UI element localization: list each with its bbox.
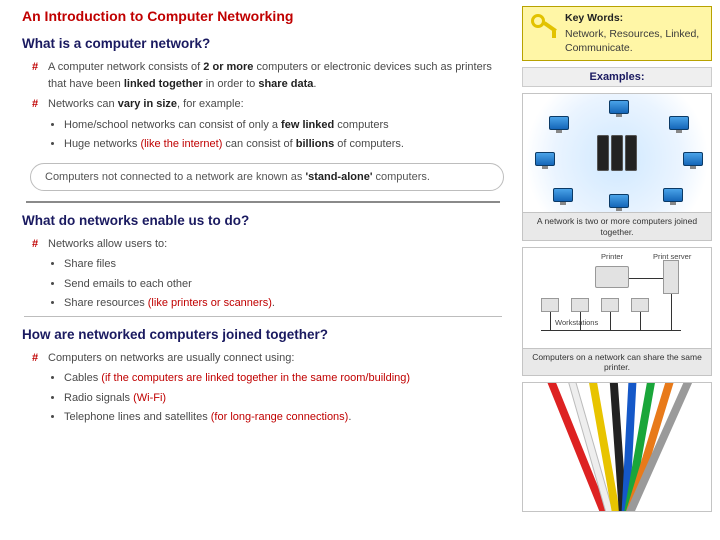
section-heading-1: What is a computer network? <box>22 36 504 51</box>
page-title: An Introduction to Computer Networking <box>22 8 504 24</box>
example-panel-2: Printer Print server Workstations Comput… <box>522 247 712 376</box>
workstations-label: Workstations <box>555 318 598 327</box>
bullet-list: Home/school networks can consist of only… <box>64 117 504 153</box>
monitor-icon <box>609 100 629 114</box>
workstation-icon <box>541 298 559 312</box>
panel-caption: Computers on a network can share the sam… <box>523 348 711 375</box>
monitor-icon <box>609 194 629 208</box>
list-item: Telephone lines and satellites (for long… <box>64 409 504 426</box>
network-ring-diagram <box>523 94 711 212</box>
list-item: Cables (if the computers are linked toge… <box>64 370 504 387</box>
monitor-icon <box>683 152 703 166</box>
callout-box: Computers not connected to a network are… <box>30 163 504 191</box>
bullet-list: Cables (if the computers are linked toge… <box>64 370 504 426</box>
printer-label: Printer <box>601 252 623 261</box>
printer-share-diagram: Printer Print server Workstations <box>523 248 711 348</box>
example-panel-1: A network is two or more computers joine… <box>522 93 712 240</box>
section-heading-2: What do networks enable us to do? <box>22 213 504 228</box>
panel-caption: A network is two or more computers joine… <box>523 212 711 239</box>
workstation-icon <box>601 298 619 312</box>
keywords-list: Network, Resources, Linked, Communicate. <box>565 28 699 54</box>
workstation-icon <box>631 298 649 312</box>
example-panel-3 <box>522 382 712 512</box>
printer-icon <box>595 266 629 288</box>
list-item: Send emails to each other <box>64 276 504 293</box>
hash-line: Networks can vary in size, for example: <box>32 96 504 113</box>
monitor-icon <box>549 116 569 130</box>
cables-image <box>523 383 711 511</box>
list-item: Share resources (like printers or scanne… <box>64 295 504 312</box>
server-icon <box>597 135 637 171</box>
list-item: Home/school networks can consist of only… <box>64 117 504 134</box>
monitor-icon <box>663 188 683 202</box>
hash-line: A computer network consists of 2 or more… <box>32 59 504 92</box>
keywords-box: Key Words: Network, Resources, Linked, C… <box>522 6 712 61</box>
list-item: Huge networks (like the internet) can co… <box>64 136 504 153</box>
section-heading-3: How are networked computers joined toget… <box>22 327 504 342</box>
monitor-icon <box>553 188 573 202</box>
list-item: Radio signals (Wi-Fi) <box>64 390 504 407</box>
divider <box>26 201 500 203</box>
keywords-title: Key Words: <box>565 12 705 24</box>
key-icon <box>527 12 559 44</box>
divider <box>24 316 502 317</box>
examples-heading: Examples: <box>522 67 712 87</box>
sidebar: Key Words: Network, Resources, Linked, C… <box>518 0 720 540</box>
list-item: Share files <box>64 256 504 273</box>
main-content: An Introduction to Computer Networking W… <box>0 0 518 540</box>
workstation-icon <box>571 298 589 312</box>
monitor-icon <box>669 116 689 130</box>
server-icon <box>663 260 679 294</box>
hash-line: Computers on networks are usually connec… <box>32 350 504 367</box>
hash-line: Networks allow users to: <box>32 236 504 253</box>
bullet-list: Share files Send emails to each other Sh… <box>64 256 504 312</box>
monitor-icon <box>535 152 555 166</box>
